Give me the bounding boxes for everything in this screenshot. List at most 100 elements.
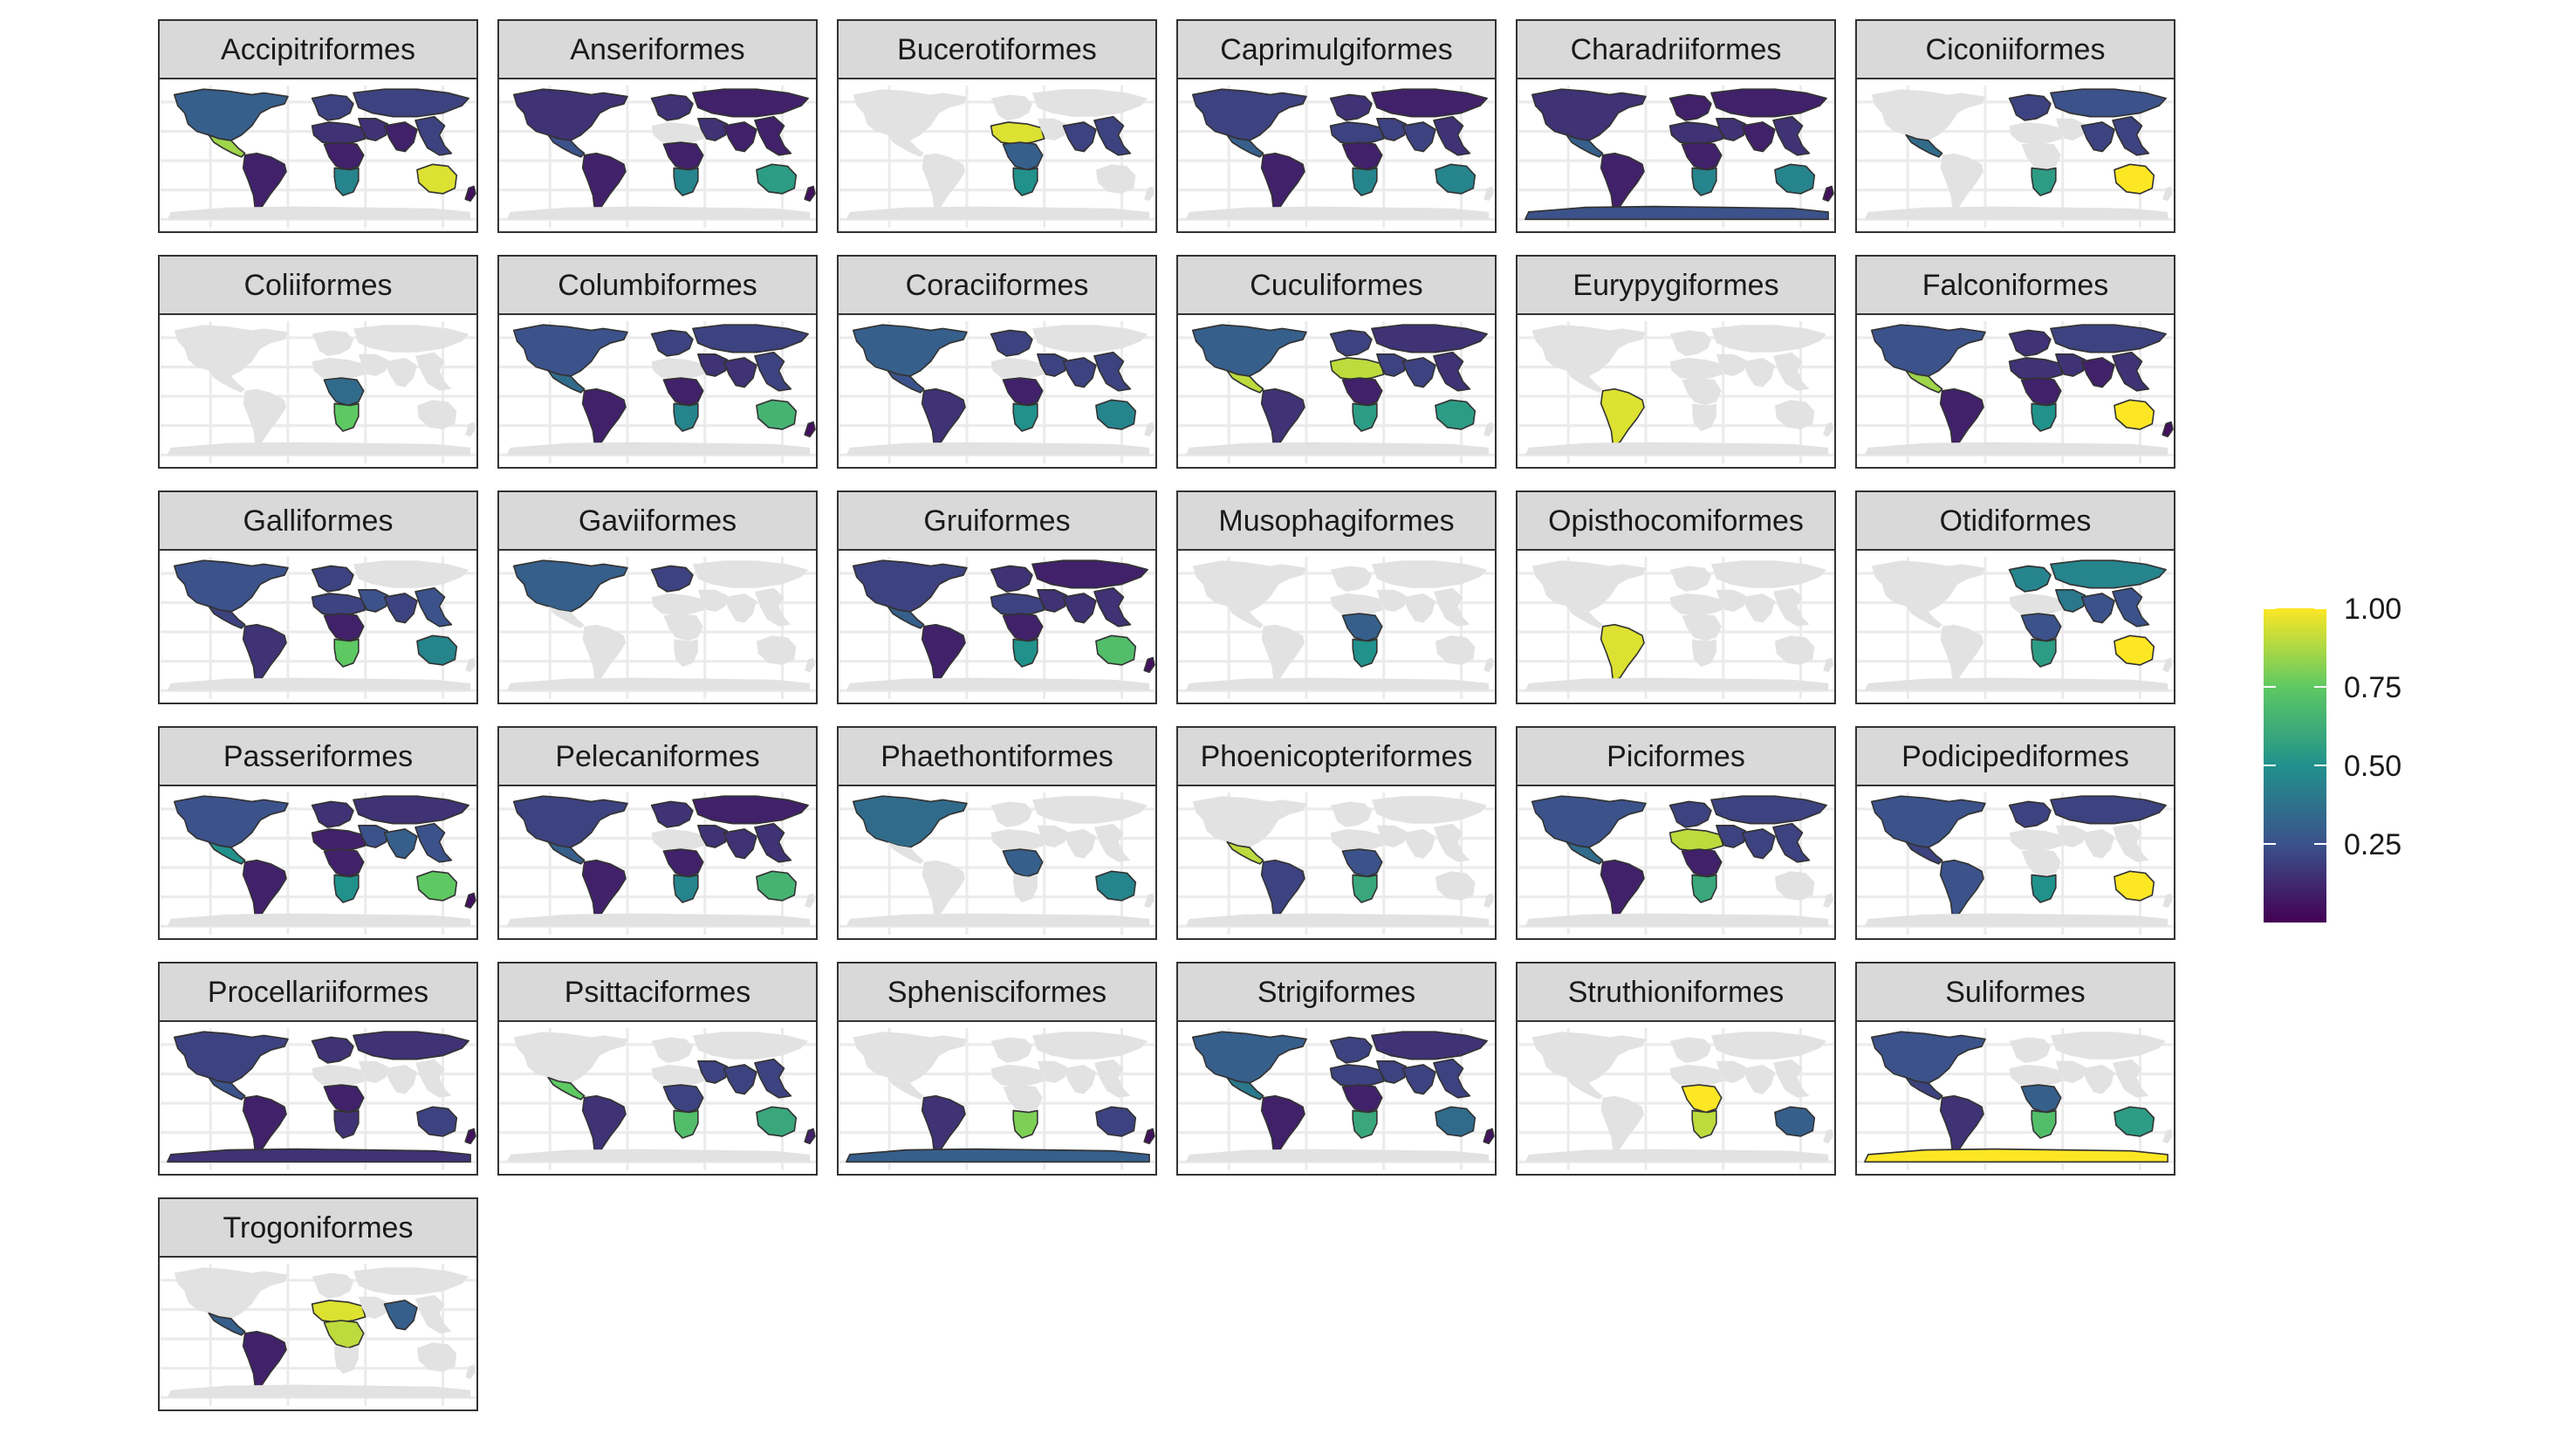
region-europe: [650, 565, 694, 593]
region-north-america: [512, 795, 628, 848]
facet-strip: [1516, 255, 1836, 315]
facet-title: Charadriiformes: [1571, 33, 1782, 66]
region-southern-africa: [2031, 1109, 2057, 1139]
region-north-africa: [311, 1300, 367, 1324]
region-europe: [990, 329, 1033, 357]
region-northern-asia: [353, 88, 469, 118]
region-central-america: [1565, 840, 1604, 865]
facet-panel: Passeriformes: [158, 726, 478, 940]
world-map: [1517, 792, 1836, 935]
region-antarctica: [506, 206, 811, 220]
region-europe: [2008, 565, 2052, 593]
world-map: [1517, 1028, 1836, 1170]
region-south-america: [1940, 624, 1983, 682]
region-south-america: [581, 152, 627, 211]
region-north-africa: [2008, 357, 2064, 381]
region-southern-africa: [334, 1346, 359, 1374]
region-central-america: [1565, 134, 1604, 158]
facet-panel: Otidiformes: [1855, 490, 2175, 704]
region-southeast-asia: [754, 822, 792, 863]
region-new-zealand: [1143, 656, 1155, 674]
facet-panel: Phoenicopteriformes: [1176, 726, 1497, 940]
region-southeast-asia: [1772, 1059, 1810, 1098]
region-north-africa: [651, 593, 705, 616]
region-new-zealand: [1823, 1128, 1834, 1144]
facet-panel: Gruiformes: [837, 490, 1157, 704]
region-europe: [312, 1272, 353, 1299]
region-australia: [2114, 870, 2155, 902]
region-antarctica: [1185, 677, 1490, 691]
facet-strip: [158, 490, 478, 551]
region-europe: [1669, 566, 1711, 592]
region-central-africa: [663, 614, 703, 641]
region-central-america: [1906, 606, 1942, 628]
region-north-africa: [651, 829, 705, 852]
region-north-america: [173, 559, 289, 613]
world-map: [498, 86, 818, 228]
region-southeast-asia: [414, 1294, 452, 1334]
region-southern-africa: [673, 402, 699, 432]
region-northern-asia: [353, 560, 469, 588]
world-map: [159, 321, 478, 463]
region-central-africa: [323, 613, 365, 642]
region-middle-east: [1716, 1060, 1746, 1083]
map-panel-border: [158, 549, 478, 704]
region-north-africa: [651, 1065, 705, 1087]
region-south-asia: [723, 593, 757, 623]
world-map: [838, 1028, 1157, 1170]
region-north-africa: [990, 829, 1045, 852]
region-southern-africa: [673, 167, 699, 196]
world-map: [1856, 1028, 2175, 1170]
region-north-africa: [1329, 1064, 1385, 1088]
region-middle-east: [1716, 353, 1746, 376]
region-south-asia: [1402, 593, 1435, 623]
map-panel-border: [837, 78, 1157, 233]
region-new-zealand: [1143, 1128, 1155, 1145]
region-europe: [650, 800, 694, 828]
facet-title: Cuculiformes: [1250, 269, 1422, 302]
region-north-africa: [990, 1065, 1045, 1087]
region-south-america: [1600, 623, 1645, 682]
facet-panel: Musophagiformes: [1176, 490, 1497, 704]
region-middle-east: [1037, 1060, 1067, 1083]
world-map: [498, 792, 818, 935]
region-central-america: [548, 606, 585, 628]
region-northern-asia: [1371, 1031, 1488, 1060]
region-australia: [756, 163, 798, 195]
map-panel-border: [1855, 785, 2175, 940]
region-south-america: [1940, 153, 1983, 210]
world-map: [1177, 792, 1497, 935]
region-southeast-asia: [1433, 115, 1471, 156]
region-north-america: [852, 795, 968, 848]
region-europe: [1329, 329, 1373, 357]
region-australia: [416, 400, 457, 429]
map-panel-border: [1516, 1020, 1836, 1176]
region-central-africa: [1341, 377, 1383, 407]
region-middle-east: [358, 353, 388, 376]
region-middle-east: [697, 1060, 729, 1084]
region-central-america: [887, 1077, 924, 1100]
region-europe: [2009, 1037, 2051, 1063]
region-australia: [1095, 1106, 1137, 1137]
facet-strip: [497, 490, 818, 551]
region-central-america: [208, 605, 246, 629]
region-south-asia: [2080, 593, 2115, 624]
region-south-america: [242, 152, 287, 211]
region-north-america: [173, 795, 289, 848]
region-southern-africa: [1691, 874, 1717, 903]
region-south-asia: [1401, 121, 1436, 153]
region-north-america: [1531, 325, 1646, 376]
facet-title: Pelecaniformes: [555, 740, 759, 773]
facet-strip: [1516, 962, 1836, 1022]
region-europe: [650, 329, 694, 357]
region-australia: [1435, 163, 1476, 195]
facet-panel: Accipitriformes: [158, 19, 478, 233]
region-southern-africa: [673, 1109, 699, 1139]
region-south-america: [1260, 859, 1305, 918]
region-northern-asia: [2050, 559, 2167, 589]
region-south-america: [1260, 1094, 1305, 1154]
region-middle-east: [697, 589, 728, 612]
region-europe: [651, 1037, 693, 1063]
region-south-asia: [1401, 1064, 1436, 1095]
